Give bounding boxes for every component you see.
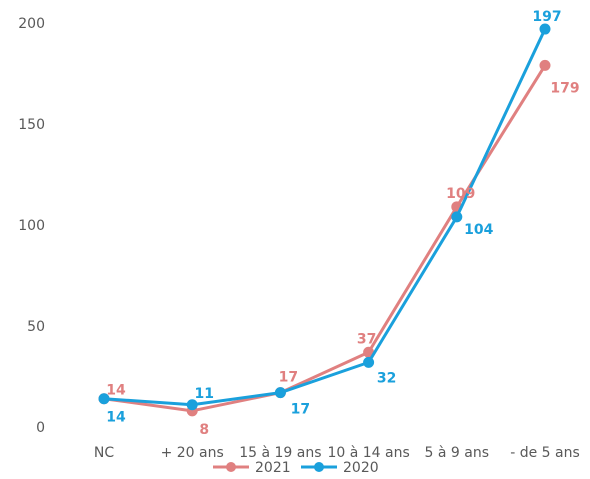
x-tick-label: 15 à 19 ans [239,445,321,461]
y-axis-ticks: 0 50 100 150 200 [18,16,45,436]
data-label-2021: 8 [199,422,209,438]
data-point-2020 [98,393,110,405]
x-tick-label: 5 à 9 ans [425,445,490,461]
x-tick-label: 10 à 14 ans [327,445,409,461]
data-label-2021: 17 [279,370,298,386]
series-line-2020 [102,27,547,407]
series-line-2021 [102,63,547,413]
data-label-2020: 197 [532,9,561,25]
data-label-2020: 14 [106,410,126,426]
data-point-2020 [451,211,463,223]
x-axis-ticks: NC + 20 ans 15 à 19 ans 10 à 14 ans 5 à 9 an… [94,445,580,461]
data-label-2020: 17 [291,402,310,418]
data-labels: 14 8 17 37 109 179 14 11 17 32 104 197 [106,9,579,438]
data-label-2021: 179 [550,80,579,96]
legend-marker-2021 [226,462,236,472]
data-label-2020: 104 [464,222,493,238]
y-tick-label: 50 [27,319,45,335]
y-tick-label: 0 [36,420,45,436]
series-layer [98,23,551,417]
data-point-2020 [363,356,375,368]
data-point-2020 [186,399,198,411]
x-tick-label: + 20 ans [161,445,224,461]
data-label-2021: 37 [357,331,376,347]
data-label-2021: 109 [446,186,475,202]
y-tick-label: 200 [18,16,45,32]
legend-marker-2020 [314,462,324,472]
legend-label-2021: 2021 [255,460,291,476]
legend-label-2020: 2020 [343,460,379,476]
x-tick-label: NC [94,445,114,461]
x-tick-label: - de 5 ans [510,445,580,461]
y-tick-label: 100 [18,218,45,234]
data-point-2020 [539,23,551,35]
data-point-2021 [539,59,551,71]
legend: 2021 2020 [213,460,379,476]
data-label-2021: 14 [106,383,126,399]
y-tick-label: 150 [18,117,45,133]
data-point-2020 [274,387,286,399]
data-label-2020: 11 [194,386,213,402]
data-label-2020: 32 [377,370,396,386]
